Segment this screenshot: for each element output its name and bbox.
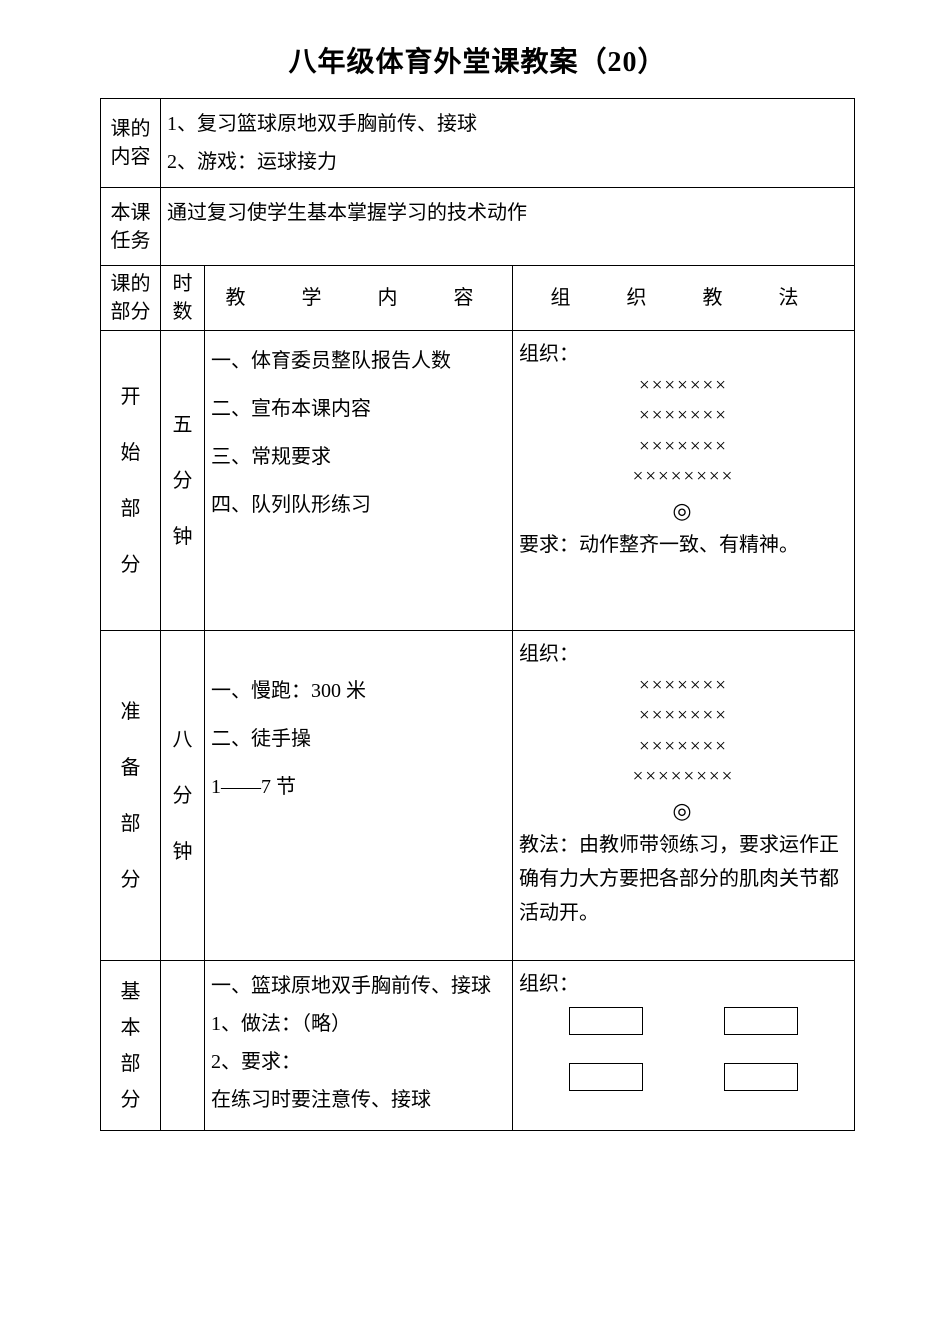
kaishi-c3: 三、常规要求 [211,433,506,481]
row-task: 本课任务 通过复习使学生基本掌握学习的技术动作 [101,188,855,266]
zhunbei-f3: ××××××× [519,732,848,762]
kaishi-f1: ××××××× [519,371,848,401]
row-jiben: 基本部分 一、篮球原地双手胸前传、接球 1、做法：（略） 2、要求： 在练习时要… [101,961,855,1131]
zhunbei-sym: ◎ [519,793,848,828]
jiben-c1: 一、篮球原地双手胸前传、接球 [211,967,506,1005]
time-jiben [161,961,205,1131]
label-benke-renwu: 本课任务 [101,188,161,266]
org-kaishi: 组织： ××××××× ××××××× ××××××× ×××××××× ◎ 要… [513,331,855,631]
zhunbei-c3: 1——7 节 [211,763,506,811]
box-row-1 [519,1001,848,1037]
zhunbei-c2: 二、徒手操 [211,715,506,763]
page-title: 八年级体育外堂课教案（20） [100,40,855,80]
org-jiben: 组织： [513,961,855,1131]
task-text: 通过复习使学生基本掌握学习的技术动作 [167,194,848,232]
label-kedi-neirong: 课的内容 [101,99,161,188]
jiben-c4: 在练习时要注意传、接球 [211,1081,506,1119]
title-text: 八年级体育外堂课教案（ [288,47,607,78]
content-line1: 1、复习篮球原地双手胸前传、接球 [167,105,848,143]
row-zhunbei: 准备部分 八分钟 一、慢跑：300 米 二、徒手操 1——7 节 组织： ×××… [101,631,855,961]
zhunbei-f1: ××××××× [519,671,848,701]
jiben-c3: 2、要求： [211,1043,506,1081]
kaishi-c4: 四、队列队形练习 [211,481,506,529]
header-zuzhi-jiaofa: 组 织 教 法 [513,266,855,331]
box-2 [724,1007,798,1035]
lesson-plan-table: 课的内容 1、复习篮球原地双手胸前传、接球 2、游戏：运球接力 本课任务 通过复… [100,98,855,1131]
org-zhunbei: 组织： ××××××× ××××××× ××××××× ×××××××× ◎ 教… [513,631,855,961]
row-header: 课的部分 时数 教 学 内 容 组 织 教 法 [101,266,855,331]
content-zhunbei: 一、慢跑：300 米 二、徒手操 1——7 节 [205,631,513,961]
zhunbei-org-title: 组织： [519,637,848,671]
label-zhunbei: 准备部分 [101,631,161,961]
cell-task: 通过复习使学生基本掌握学习的技术动作 [161,188,855,266]
content-kaishi: 一、体育委员整队报告人数 二、宣布本课内容 三、常规要求 四、队列队形练习 [205,331,513,631]
jiben-org-title: 组织： [519,967,848,1001]
box-1 [569,1007,643,1035]
time-kaishi: 五分钟 [161,331,205,631]
cell-content: 1、复习篮球原地双手胸前传、接球 2、游戏：运球接力 [161,99,855,188]
zhunbei-method: 教法：由教师带领练习，要求运作正确有力大方要把各部分的肌肉关节都活动开。 [519,828,848,930]
kaishi-f3: ××××××× [519,432,848,462]
kaishi-f4: ×××××××× [519,462,848,492]
label-kaishi: 开始部分 [101,331,161,631]
kaishi-f2: ××××××× [519,401,848,431]
box-4 [724,1063,798,1091]
zhunbei-c1: 一、慢跑：300 米 [211,667,506,715]
header-jiaoxue-neirong: 教 学 内 容 [205,266,513,331]
title-close: ） [638,47,667,78]
header-shishu: 时数 [161,266,205,331]
title-number: 20 [608,47,638,78]
kaishi-c2: 二、宣布本课内容 [211,385,506,433]
kaishi-req: 要求：动作整齐一致、有精神。 [519,528,848,562]
box-3 [569,1063,643,1091]
zhunbei-f4: ×××××××× [519,762,848,792]
header-kedi-bufen: 课的部分 [101,266,161,331]
kaishi-c1: 一、体育委员整队报告人数 [211,337,506,385]
kaishi-sym: ◎ [519,493,848,528]
kaishi-org-title: 组织： [519,337,848,371]
content-line2: 2、游戏：运球接力 [167,143,848,181]
jiben-c2: 1、做法：（略） [211,1005,506,1043]
row-kaishi: 开始部分 五分钟 一、体育委员整队报告人数 二、宣布本课内容 三、常规要求 四、… [101,331,855,631]
box-row-2 [519,1057,848,1093]
row-content: 课的内容 1、复习篮球原地双手胸前传、接球 2、游戏：运球接力 [101,99,855,188]
zhunbei-f2: ××××××× [519,701,848,731]
content-jiben: 一、篮球原地双手胸前传、接球 1、做法：（略） 2、要求： 在练习时要注意传、接… [205,961,513,1131]
label-jiben: 基本部分 [101,961,161,1131]
time-zhunbei: 八分钟 [161,631,205,961]
